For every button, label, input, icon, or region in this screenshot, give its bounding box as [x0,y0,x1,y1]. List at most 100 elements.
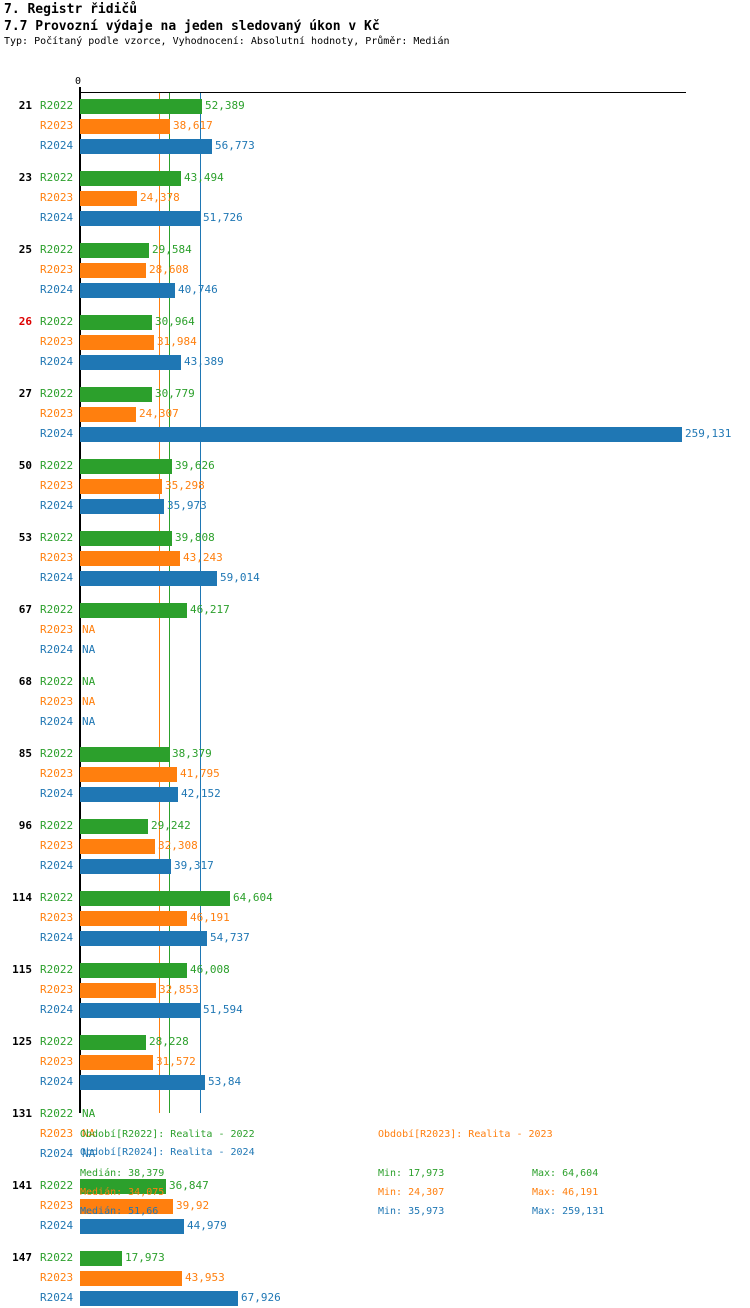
bar-r2024[interactable] [80,1075,205,1090]
bar-row[interactable]: R2024 259,131 [0,424,750,444]
bar-r2024[interactable] [80,787,178,802]
bar-r2023[interactable] [80,551,180,566]
bar-row[interactable]: R2024 44,979 [0,1216,750,1236]
bar-r2023[interactable] [80,335,154,350]
bar-r2023[interactable] [80,191,137,206]
bar-row[interactable]: R2023 31,572 [0,1052,750,1072]
bar-row[interactable]: R2023 35,298 [0,476,750,496]
bar-row[interactable]: R2024 59,014 [0,568,750,588]
bar-row[interactable]: R2024 51,726 [0,208,750,228]
bar-r2024[interactable] [80,211,200,226]
bar-row[interactable]: R2022 29,584 [0,240,750,260]
bar-r2024[interactable] [80,859,171,874]
bar-row[interactable]: R2022 17,973 [0,1248,750,1268]
bar-row[interactable]: R2024 NA [0,1144,750,1164]
bar-row[interactable]: R2023 43,953 [0,1268,750,1288]
bar-r2024[interactable] [80,283,175,298]
bar-row[interactable]: R2023 41,795 [0,764,750,784]
bar-row[interactable]: R2024 42,152 [0,784,750,804]
bar-r2022[interactable] [80,243,149,258]
bar-r2023[interactable] [80,263,146,278]
bar-r2024[interactable] [80,931,207,946]
bar-r2024[interactable] [80,427,682,442]
bar-row[interactable]: R2022 43,494 [0,168,750,188]
bar-r2022[interactable] [80,315,152,330]
series-label-r2023: R2023 [40,1199,74,1212]
series-label-r2023: R2023 [40,1127,74,1140]
bar-r2024[interactable] [80,139,212,154]
bar-r2023[interactable] [80,1055,153,1070]
bar-row[interactable]: R2022 NA [0,1104,750,1124]
bar-row[interactable]: R2023 46,191 [0,908,750,928]
group-label-23: 23 [18,171,32,184]
bar-r2022[interactable] [80,1251,122,1266]
bar-row[interactable]: R2024 43,389 [0,352,750,372]
bar-r2023[interactable] [80,119,170,134]
bar-row[interactable]: R2022 52,389 [0,96,750,116]
bar-r2023[interactable] [80,839,155,854]
bar-row[interactable]: R2023 NA [0,1124,750,1144]
bar-r2022[interactable] [80,603,187,618]
bar-row[interactable]: R2022 64,604 [0,888,750,908]
bar-row[interactable]: R2022 36,847 [0,1176,750,1196]
bar-row[interactable]: R2023 32,308 [0,836,750,856]
bar-row[interactable]: R2024 35,973 [0,496,750,516]
bar-row[interactable]: R2024 53,84 [0,1072,750,1092]
bar-row[interactable]: R2024 51,594 [0,1000,750,1020]
bar-r2024[interactable] [80,1291,238,1306]
series-label-r2024: R2024 [40,715,74,728]
bar-r2023[interactable] [80,479,162,494]
bar-row[interactable]: R2023 NA [0,620,750,640]
bar-r2024[interactable] [80,499,164,514]
bar-row[interactable]: R2023 39,92 [0,1196,750,1216]
bar-row[interactable]: R2023 43,243 [0,548,750,568]
series-label-r2022: R2022 [40,315,74,328]
bar-r2023[interactable] [80,983,156,998]
bar-row[interactable]: R2022 NA [0,672,750,692]
bar-row[interactable]: R2022 39,626 [0,456,750,476]
bar-r2022[interactable] [80,99,202,114]
group-label-27: 27 [18,387,32,400]
bar-r2022[interactable] [80,459,172,474]
bar-r2023[interactable] [80,1199,173,1214]
bar-r2022[interactable] [80,963,187,978]
bar-row[interactable]: R2024 56,773 [0,136,750,156]
bar-r2022[interactable] [80,1035,146,1050]
bar-r2023[interactable] [80,407,136,422]
bar-row[interactable]: R2024 40,746 [0,280,750,300]
bar-r2022[interactable] [80,1179,166,1194]
bar-r2022[interactable] [80,819,148,834]
bar-r2024[interactable] [80,1003,200,1018]
bar-row[interactable]: R2023 32,853 [0,980,750,1000]
bar-row[interactable]: R2022 46,008 [0,960,750,980]
bar-row[interactable]: R2022 39,808 [0,528,750,548]
bar-row[interactable]: R2022 38,379 [0,744,750,764]
bar-r2022[interactable] [80,531,172,546]
bar-row[interactable]: R2023 24,378 [0,188,750,208]
bar-r2022[interactable] [80,171,181,186]
bar-r2022[interactable] [80,747,169,762]
bar-row[interactable]: R2022 30,779 [0,384,750,404]
bar-row[interactable]: R2023 NA [0,692,750,712]
bar-row[interactable]: R2024 54,737 [0,928,750,948]
bar-row[interactable]: R2022 28,228 [0,1032,750,1052]
bar-row[interactable]: R2022 46,217 [0,600,750,620]
bar-r2024[interactable] [80,1219,184,1234]
bar-r2023[interactable] [80,767,177,782]
bar-row[interactable]: R2023 38,617 [0,116,750,136]
bar-row[interactable]: R2023 28,608 [0,260,750,280]
bar-r2022[interactable] [80,891,230,906]
bar-row[interactable]: R2024 NA [0,640,750,660]
bar-r2024[interactable] [80,571,217,586]
bar-row[interactable]: R2023 31,984 [0,332,750,352]
bar-row[interactable]: R2022 30,964 [0,312,750,332]
bar-r2024[interactable] [80,355,181,370]
bar-r2023[interactable] [80,1271,182,1286]
bar-row[interactable]: R2022 29,242 [0,816,750,836]
bar-row[interactable]: R2024 NA [0,712,750,732]
bar-row[interactable]: R2024 39,317 [0,856,750,876]
bar-row[interactable]: R2024 67,926 [0,1288,750,1308]
bar-r2023[interactable] [80,911,187,926]
bar-row[interactable]: R2023 24,307 [0,404,750,424]
bar-r2022[interactable] [80,387,152,402]
